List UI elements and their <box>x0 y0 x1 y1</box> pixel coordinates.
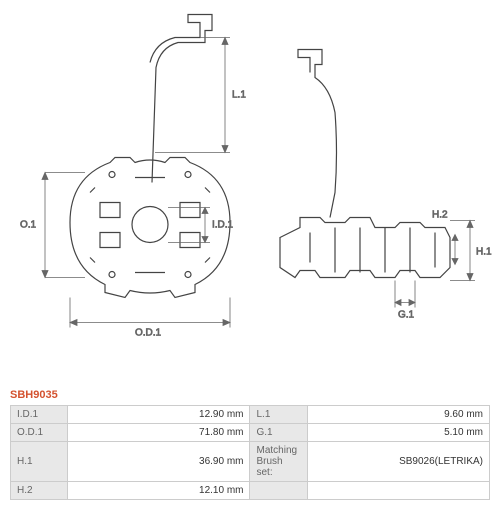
table-row: H.212.10 mm <box>11 482 490 500</box>
dimensions: L.1 O.1 I.D.1 <box>20 38 492 339</box>
page-container: L.1 O.1 I.D.1 <box>0 0 500 500</box>
dim-label-od1: O.D.1 <box>135 328 162 339</box>
spec-value: SB9026(LETRIKA) <box>307 442 489 482</box>
table-row: I.D.112.90 mmL.19.60 mm <box>11 406 490 424</box>
footer: SBH9035 I.D.112.90 mmL.19.60 mmO.D.171.8… <box>0 385 500 510</box>
spec-label: G.1 <box>250 424 307 442</box>
spec-tbody: I.D.112.90 mmL.19.60 mmO.D.171.80 mmG.15… <box>11 406 490 500</box>
dim-label-h2: H.2 <box>432 210 448 221</box>
spec-value: 12.10 mm <box>68 482 250 500</box>
right-view <box>280 50 450 278</box>
spec-label <box>250 482 307 500</box>
spec-table: I.D.112.90 mmL.19.60 mmO.D.171.80 mmG.15… <box>10 405 490 500</box>
dim-label-id1: I.D.1 <box>212 220 234 231</box>
left-view <box>70 15 230 298</box>
table-row: O.D.171.80 mmG.15.10 mm <box>11 424 490 442</box>
dim-label-o1: O.1 <box>20 220 37 231</box>
spec-value: 71.80 mm <box>68 424 250 442</box>
spec-value <box>307 482 489 500</box>
spec-label: O.D.1 <box>11 424 68 442</box>
diagram-area: L.1 O.1 I.D.1 <box>0 0 500 385</box>
table-row: H.136.90 mmMatching Brush set:SB9026(LET… <box>11 442 490 482</box>
spec-label: Matching Brush set: <box>250 442 307 482</box>
dim-label-g1: G.1 <box>398 310 415 321</box>
spec-label: H.2 <box>11 482 68 500</box>
product-code: SBH9035 <box>10 389 490 401</box>
spec-value: 5.10 mm <box>307 424 489 442</box>
spec-value: 36.90 mm <box>68 442 250 482</box>
dim-label-l1: L.1 <box>232 90 246 101</box>
dim-label-h1: H.1 <box>476 247 492 258</box>
spec-label: L.1 <box>250 406 307 424</box>
technical-drawing: L.1 O.1 I.D.1 <box>0 0 500 385</box>
spec-value: 9.60 mm <box>307 406 489 424</box>
spec-label: I.D.1 <box>11 406 68 424</box>
spec-value: 12.90 mm <box>68 406 250 424</box>
spec-label: H.1 <box>11 442 68 482</box>
